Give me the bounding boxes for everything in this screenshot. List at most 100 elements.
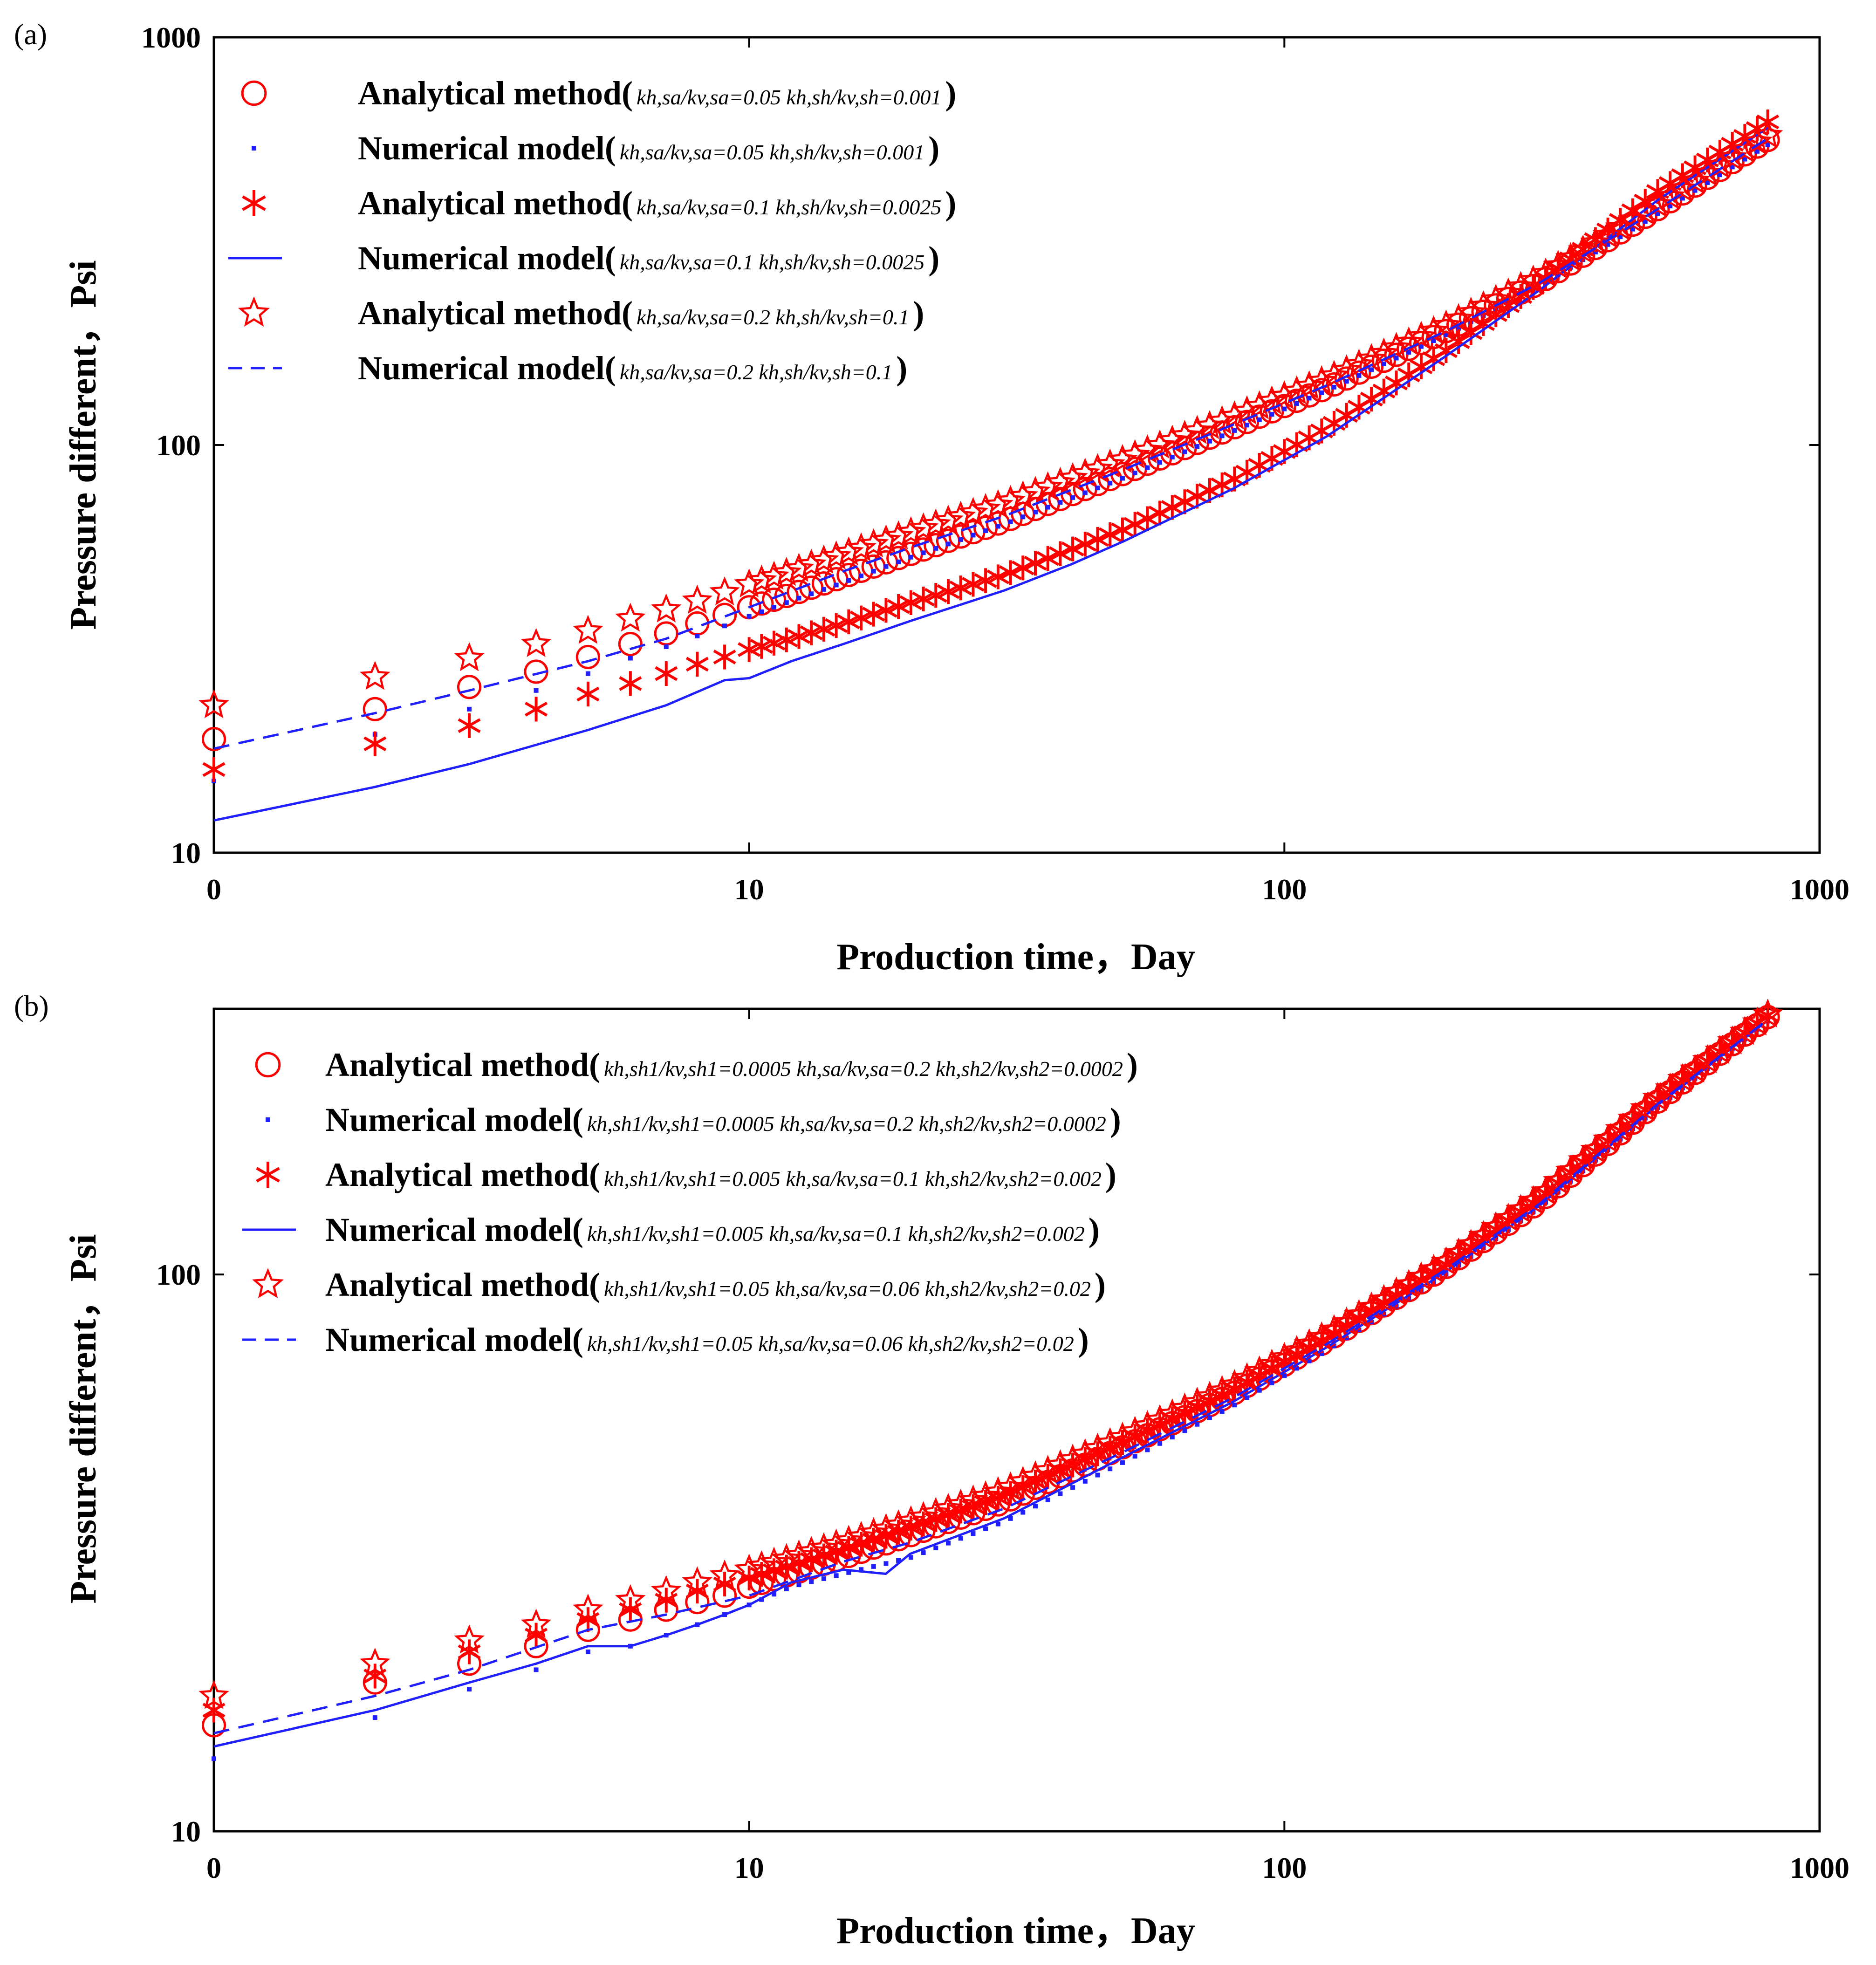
panel-a-x-axis-label: Production time，Day — [836, 937, 1195, 978]
data-point-b2 — [896, 1558, 901, 1563]
data-point-a3 — [576, 681, 600, 707]
data-point-b5 — [1555, 1155, 1586, 1184]
data-point-a3 — [655, 661, 678, 686]
legend-item-a3: Analytical method(kh,sa/kv,sa=0.1 kh,sh/… — [242, 185, 956, 222]
data-point-a3 — [1447, 329, 1470, 354]
data-point-a3 — [974, 568, 997, 593]
data-point-a3 — [775, 627, 798, 652]
data-point-a2 — [1692, 188, 1698, 193]
data-point-a5 — [771, 556, 802, 586]
data-point-b5 — [1107, 1421, 1138, 1451]
data-point-a2 — [1705, 180, 1710, 185]
data-point-a2 — [1755, 149, 1760, 154]
data-point-a2 — [1406, 349, 1411, 355]
data-point-a2 — [1020, 514, 1026, 520]
data-point-a5 — [1232, 395, 1262, 424]
data-point-a5 — [1742, 126, 1773, 155]
data-point-b2 — [1232, 1403, 1237, 1408]
legend-swatch-a5 — [238, 296, 270, 327]
data-point-a2 — [1282, 406, 1287, 411]
data-point-a2 — [1108, 480, 1113, 486]
data-point-a5 — [1033, 471, 1063, 500]
y-tick-label: 10 — [171, 1815, 201, 1848]
data-point-a3 — [812, 616, 835, 642]
data-point-a2 — [834, 582, 839, 588]
data-point-b5 — [734, 1554, 765, 1583]
data-point-b2 — [1082, 1479, 1088, 1484]
data-point-a2 — [1394, 356, 1399, 361]
data-point-a5 — [651, 593, 682, 623]
data-point-a3 — [912, 586, 935, 612]
data-point-a2 — [1730, 164, 1735, 170]
data-point-a5 — [1729, 133, 1760, 163]
data-point-b5 — [1144, 1404, 1175, 1433]
data-point-a5 — [833, 536, 864, 566]
data-point-a3 — [1434, 338, 1458, 363]
data-point-a2 — [1643, 219, 1648, 224]
data-point-a2 — [1033, 509, 1038, 514]
data-point-b2 — [983, 1526, 988, 1531]
data-point-a2 — [772, 605, 777, 610]
data-point-a3 — [762, 630, 786, 656]
data-point-a3 — [685, 651, 709, 677]
data-point-b5 — [1070, 1438, 1101, 1467]
data-point-a3 — [1061, 536, 1084, 561]
data-point-a5 — [1120, 439, 1150, 468]
data-point-a2 — [1431, 338, 1436, 343]
data-point-b2 — [784, 1586, 789, 1591]
data-point-a5 — [1406, 321, 1437, 350]
data-point-a5 — [958, 497, 989, 526]
data-point-b2 — [971, 1531, 976, 1536]
data-point-b5 — [1406, 1261, 1437, 1291]
data-point-a5 — [1543, 250, 1574, 279]
data-point-a2 — [1145, 465, 1150, 470]
data-point-b2 — [534, 1667, 539, 1672]
x-tick-label: 10 — [734, 873, 764, 906]
data-point-a5 — [746, 564, 777, 594]
data-point-b2 — [1182, 1428, 1187, 1433]
data-point-a2 — [1195, 444, 1200, 449]
data-point-a5 — [1194, 410, 1225, 439]
data-point-a5 — [1679, 165, 1711, 194]
data-point-a1 — [575, 644, 600, 670]
data-point-a2 — [784, 600, 789, 605]
data-point-b5 — [771, 1543, 802, 1572]
data-point-b2 — [958, 1536, 963, 1541]
data-point-a2 — [1319, 390, 1324, 395]
data-point-b5 — [1219, 1369, 1250, 1398]
legend-label-a5: Analytical method(kh,sa/kv,sa=0.2 kh,sh/… — [358, 294, 924, 332]
data-point-b5 — [783, 1539, 815, 1569]
data-point-a3 — [750, 634, 773, 659]
data-point-a2 — [722, 623, 727, 629]
panel-b-plot-frame — [212, 1007, 1821, 1833]
data-point-b5 — [1269, 1342, 1300, 1371]
data-point-a5 — [1082, 453, 1113, 482]
data-point-a1 — [1297, 383, 1321, 408]
data-point-a5 — [520, 628, 552, 657]
data-point-b5 — [796, 1536, 827, 1565]
data-point-b5 — [1244, 1355, 1275, 1385]
data-point-a5 — [1630, 196, 1661, 226]
data-point-a1 — [1260, 399, 1284, 424]
data-point-b2 — [1033, 1504, 1038, 1509]
data-point-a2 — [1182, 449, 1187, 454]
data-point-b5 — [1120, 1416, 1150, 1445]
data-point-b2 — [372, 1715, 377, 1720]
data-point-b5 — [615, 1584, 646, 1613]
data-point-a5 — [454, 642, 485, 671]
data-point-a3 — [1048, 541, 1072, 566]
data-point-b5 — [1592, 1123, 1623, 1153]
series-a5 — [199, 119, 1783, 719]
data-point-b5 — [1033, 1455, 1063, 1484]
legend-swatch-a2 — [252, 146, 256, 151]
data-point-a1 — [618, 632, 643, 657]
data-point-b5 — [1281, 1335, 1312, 1364]
data-point-a2 — [1157, 460, 1163, 465]
data-point-a1 — [201, 727, 226, 752]
data-point-a5 — [933, 505, 964, 534]
data-point-b5 — [1294, 1328, 1325, 1357]
data-point-a2 — [883, 564, 889, 569]
legend-swatch-b2 — [266, 1117, 270, 1122]
data-point-a2 — [995, 524, 1000, 529]
data-point-a5 — [1456, 296, 1486, 326]
